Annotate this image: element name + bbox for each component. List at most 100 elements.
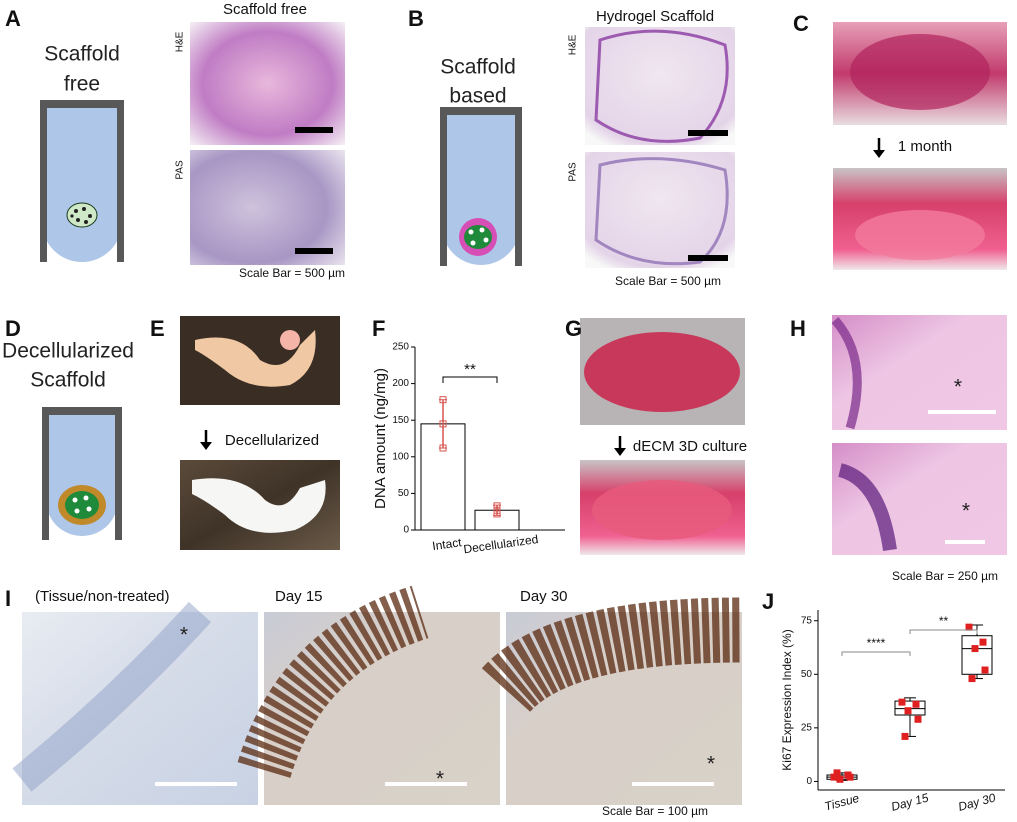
y-tick-label: 100 [392, 451, 409, 462]
scale-bar-text: Scale Bar = 250 µm [892, 569, 998, 583]
y-tick-label: 50 [398, 488, 410, 499]
panel-b [440, 27, 735, 268]
scale-bar [688, 130, 728, 136]
data-point [971, 645, 979, 653]
y-tick-label: 150 [392, 415, 409, 426]
diagram-text: based [449, 85, 506, 108]
cells [464, 225, 492, 249]
scale-bar-text: Scale Bar = 100 µm [602, 804, 708, 818]
x-tick-label: Tissue [823, 791, 861, 814]
diagram-text: free [64, 73, 100, 96]
panel-letter: H [790, 316, 806, 341]
stain-label: H&E [175, 31, 186, 52]
scale-bar [688, 255, 728, 261]
y-tick-label: 0 [403, 525, 409, 536]
y-tick-label: 250 [392, 342, 409, 353]
data-point [833, 769, 841, 777]
panel-c [833, 22, 1007, 270]
data-point [830, 773, 838, 781]
panel-letter: J [762, 589, 774, 614]
data-point [981, 666, 989, 674]
chart-j: 0 25 50 75 Ki67 Expression Index (%) Tissue Da… [780, 610, 1005, 814]
scale-bar [945, 540, 985, 544]
panel-letter: G [565, 316, 582, 341]
diagram-text: Scaffold [440, 56, 516, 79]
data-point [979, 638, 987, 646]
panel-a [40, 22, 345, 265]
x-tick-label: Day 15 [890, 790, 931, 813]
arrow-text: dECM 3D culture [633, 438, 747, 455]
scale-bar-text: Scale Bar = 500 µm [239, 266, 345, 280]
scale-bar [632, 782, 714, 786]
cell-aggregate [66, 202, 98, 228]
significance-bracket [909, 629, 978, 634]
data-point [493, 510, 501, 518]
stain-label: H&E [568, 34, 579, 55]
panel-letter: D [5, 316, 21, 341]
diagram-text: Decellularized [2, 340, 134, 363]
panel-letter: E [150, 316, 165, 341]
panel-d [42, 407, 122, 540]
data-point [439, 444, 447, 452]
panel-i [12, 585, 743, 805]
panel-g [580, 318, 745, 555]
data-point [493, 502, 501, 510]
panel-title: Day 15 [275, 588, 323, 605]
diagram-text: Scaffold [44, 43, 120, 66]
panel-h [831, 315, 1007, 555]
stain-label: PAS [568, 162, 579, 182]
scale-bar [155, 782, 237, 786]
data-point [965, 623, 973, 631]
x-tick-label: Decellularized [463, 532, 540, 556]
significance: **** [867, 636, 886, 650]
panel-e [180, 316, 340, 550]
panel-letter: B [408, 6, 424, 31]
scale-bar [295, 127, 333, 133]
panel-title: Hydrogel Scaffold [596, 8, 714, 25]
ihc-image [22, 612, 258, 805]
data-point [439, 396, 447, 404]
diagram-text: Scaffold [30, 369, 106, 392]
data-point [898, 698, 906, 706]
asterisk: * [180, 624, 188, 647]
stain-label: PAS [175, 160, 186, 180]
y-tick-label: 50 [801, 669, 813, 680]
scale-bar [385, 782, 467, 786]
significance-bracket [442, 376, 498, 383]
arrow-text: 1 month [898, 138, 952, 155]
scale-bar [295, 248, 333, 254]
data-point [439, 420, 447, 428]
chart-f: 0 50 100 150 200 250 DNA amount (ng/mg) Intact D… [372, 342, 565, 556]
data-point [836, 775, 844, 783]
asterisk: * [707, 753, 715, 776]
pas-image [190, 150, 345, 265]
data-point [904, 707, 912, 715]
data-point [968, 675, 976, 683]
x-tick-label: Day 30 [957, 790, 998, 813]
y-axis-label: Ki67 Expression Index (%) [780, 629, 794, 770]
y-tick-label: 0 [806, 776, 812, 787]
panel-letter: A [5, 6, 21, 31]
asterisk: * [962, 500, 970, 523]
significance-bracket [841, 651, 911, 656]
data-point [901, 732, 909, 740]
y-axis-label: DNA amount (ng/mg) [372, 368, 389, 509]
data-point [912, 700, 920, 708]
y-tick-label: 25 [801, 722, 813, 733]
labels: A B C D E F G H I J Scaffold free Scaffold free H&E PA… [2, 1, 998, 818]
scale-bar-text: Scale Bar = 500 µm [615, 274, 721, 288]
histology-image [832, 443, 1007, 555]
data-point [846, 773, 854, 781]
arrow [873, 150, 885, 158]
asterisk: * [436, 768, 444, 791]
data-point [914, 715, 922, 723]
y-tick-label: 75 [801, 615, 813, 626]
x-tick-label: Intact [431, 535, 463, 553]
panel-title: Day 30 [520, 588, 568, 605]
panel-letter: I [5, 586, 11, 611]
scale-bar [928, 410, 996, 414]
data-point [493, 506, 501, 514]
panel-title: Scaffold free [223, 1, 307, 18]
pas-image [585, 152, 735, 268]
